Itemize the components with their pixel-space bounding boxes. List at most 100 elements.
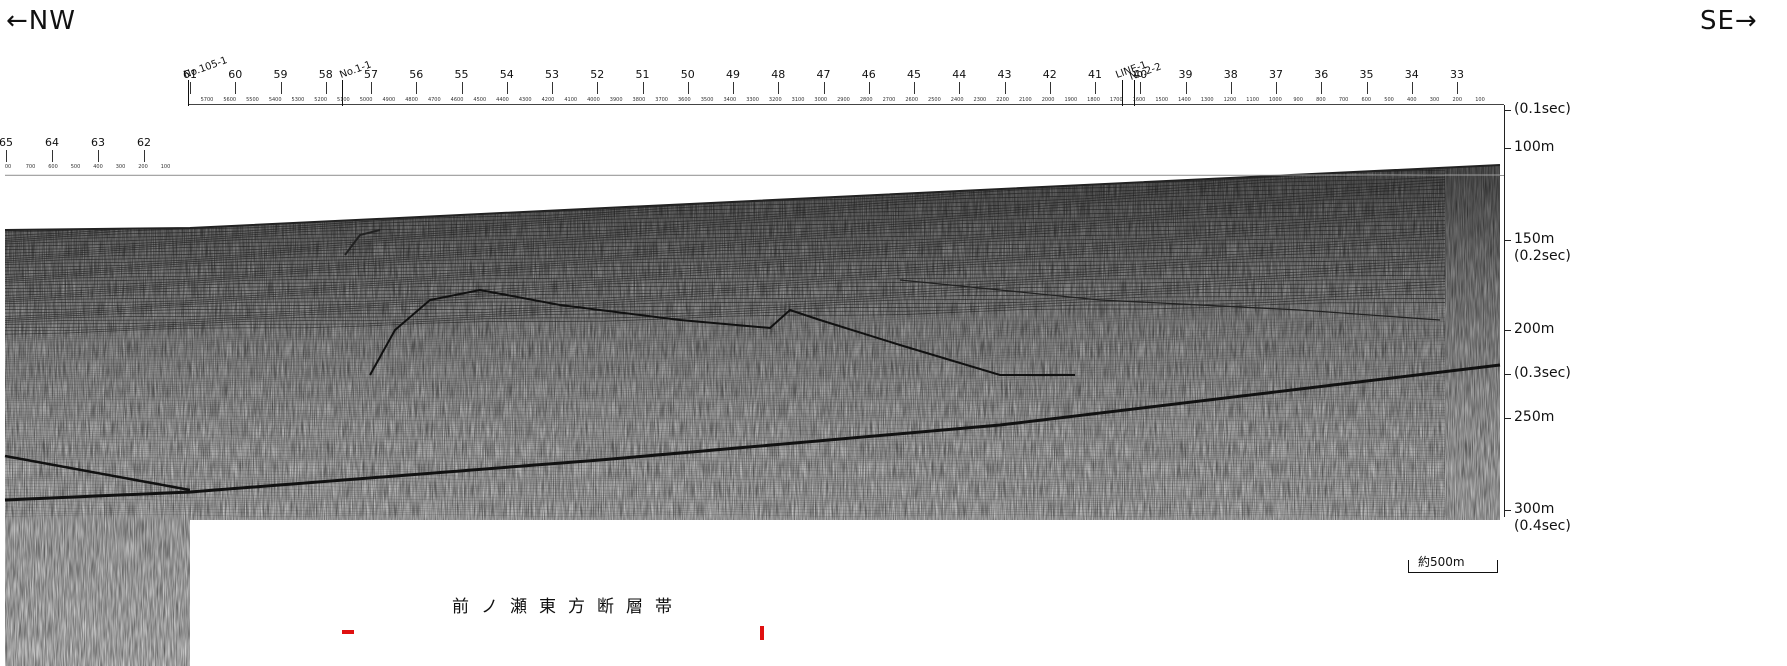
shotpoint-label: 60 (228, 68, 243, 81)
reflector-trace (5, 205, 1446, 262)
reflector-trace (5, 227, 1446, 278)
reflector-trace (5, 235, 1446, 284)
reflector-trace (5, 428, 1446, 434)
shotpoint-label: 45 (907, 68, 921, 81)
cdp-label: 5100 (337, 97, 350, 103)
depth-label: 200m (1514, 321, 1555, 337)
reflector-trace (5, 310, 1446, 342)
cdp-label: 4500 (473, 97, 487, 103)
reflector-trace (5, 513, 1446, 517)
cdp-label: 600 (1361, 97, 1372, 103)
reflector-trace (5, 375, 1446, 392)
shotpoint-label: 57 (364, 68, 378, 81)
cdp-label: 1300 (1200, 97, 1214, 103)
shotpoint-label: 38 (1223, 68, 1238, 81)
reflector-trace (5, 480, 1446, 484)
reflector-trace (5, 352, 1446, 374)
reflector-trace (5, 482, 1446, 486)
cdp-label: 4600 (450, 97, 464, 103)
reflector-trace (5, 256, 1446, 301)
reflector-trace (5, 500, 1446, 504)
reflector-trace (5, 361, 1446, 381)
reflector-trace (5, 508, 1446, 512)
cdp-label: 2600 (905, 97, 919, 103)
reflector-trace (5, 184, 1446, 245)
reflector-trace (5, 441, 1446, 445)
line-intersection-marker (188, 80, 189, 106)
depth-tick (1504, 330, 1511, 331)
cdp-label: 100 (1475, 97, 1485, 103)
cdp-label: 1200 (1223, 97, 1237, 103)
line-intersection-marker (1134, 80, 1135, 106)
cdp-label: 2400 (950, 97, 964, 103)
cdp-label: 600 (48, 164, 58, 170)
depth-tick (1504, 240, 1511, 241)
reflector-trace (5, 348, 1446, 371)
cdp-label: 4400 (496, 97, 509, 103)
cdp-label: 200 (138, 164, 148, 170)
shotpoint-tick (823, 82, 825, 94)
reflector-trace (5, 359, 1446, 379)
seafloor-reflector (4, 164, 1501, 231)
cdp-label: 4800 (405, 97, 418, 103)
shotpoint-label: 34 (1404, 68, 1419, 81)
shotpoint-tick (914, 82, 915, 94)
reflector-trace (5, 337, 1446, 362)
reflector-trace (5, 313, 1446, 344)
shotpoint-label: 42 (1042, 68, 1057, 81)
reflector-trace (5, 188, 1446, 247)
reflector-trace (5, 259, 1446, 303)
shotpoint-label: 59 (273, 68, 288, 81)
shotpoint-label: 43 (997, 68, 1012, 81)
shotpoint-tick (506, 82, 508, 94)
cdp-label: 2900 (837, 97, 850, 103)
reflector-trace (5, 435, 1446, 439)
reflector-trace (5, 200, 1446, 257)
folded-reflector (369, 288, 1075, 376)
shotpoint-tick (687, 82, 689, 94)
cdp-label: 1000 (1269, 97, 1282, 103)
reflector-trace (5, 367, 1446, 386)
reflector-trace (5, 251, 1446, 296)
reflector-trace (5, 402, 1446, 413)
depth-label: 300m (1514, 501, 1555, 517)
se-direction-label: SE→ (1700, 6, 1758, 36)
depth-label: 250m (1514, 409, 1555, 425)
twt-label: (0.2sec) (1514, 248, 1571, 264)
depth-label: 100m (1514, 139, 1555, 155)
shotpoint-tick (868, 82, 870, 94)
reflector-trace (5, 181, 1446, 243)
shotpoint-label: 62 (137, 136, 151, 149)
reflector-trace (5, 356, 1446, 377)
shotpoint-label: 56 (409, 68, 424, 81)
reflector-trace (5, 443, 1446, 447)
shotpoint-tick (416, 82, 418, 94)
reflection-data (5, 165, 1500, 666)
shotpoint-label: 37 (1269, 68, 1283, 81)
fault-zone-label: 前ノ瀬東方断層帯 (452, 597, 684, 617)
cdp-label: 5600 (223, 97, 237, 103)
reflector-trace (5, 176, 1446, 239)
shotpoint-tick (1457, 82, 1458, 94)
cdp-label: 1500 (1155, 97, 1169, 103)
reflector-trace (5, 432, 1446, 437)
cdp-label: 3200 (768, 97, 782, 103)
shotpoint-label: 64 (45, 136, 59, 149)
shotpoint-tick (1095, 82, 1096, 94)
cdp-label: 5500 (246, 97, 259, 103)
cdp-label: 4100 (564, 97, 578, 103)
reflector-trace (5, 334, 1446, 361)
cdp-label: 3800 (632, 97, 646, 103)
shotpoint-label: 48 (771, 68, 786, 81)
depth-label: 150m (1514, 231, 1555, 247)
reflector-trace (5, 239, 1446, 286)
reflector-trace (5, 278, 1446, 317)
reflector-trace (5, 490, 1446, 494)
shotpoint-tick (325, 82, 327, 94)
reflector-trace (5, 506, 1446, 510)
shotpoint-tick (1230, 82, 1232, 94)
cdp-label: 3900 (609, 97, 623, 103)
depth-tick (1504, 148, 1511, 149)
reflector-trace (5, 511, 1446, 515)
shotpoint-tick (642, 82, 644, 94)
